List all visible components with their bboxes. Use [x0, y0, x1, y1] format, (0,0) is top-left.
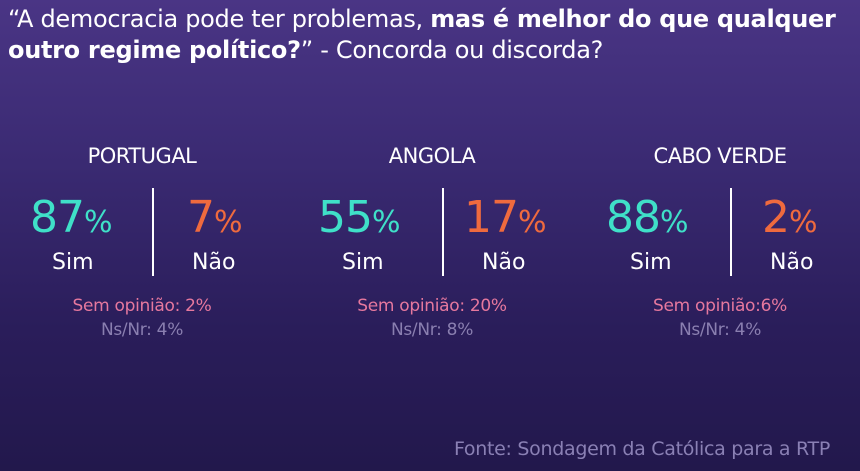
headline-bold: mas é melhor do que qualquer outro regim… [8, 5, 836, 64]
ns-nr: Ns/Nr: 4% [678, 320, 762, 340]
sim-percentage: 87% [30, 192, 112, 243]
sem-opiniao: Sem opinião:6% [653, 296, 787, 316]
country-cabo-verde: CABO VERDE 88% 2% Sim Não Sem opinião:6%… [590, 144, 860, 344]
country-name: CABO VERDE [653, 144, 787, 168]
ns-nr: Ns/Nr: 4% [100, 320, 184, 340]
nao-percentage: 2% [762, 192, 817, 243]
sim-label: Sim [342, 250, 384, 275]
sim-percentage: 88% [606, 192, 688, 243]
nao-percentage: 17% [464, 192, 546, 243]
ns-nr: Ns/Nr: 8% [390, 320, 474, 340]
sim-label: Sim [52, 250, 94, 275]
country-portugal: PORTUGAL 87% 7% Sim Não Sem opinião: 2% … [12, 144, 292, 344]
sem-opiniao: Sem opinião: 20% [357, 296, 507, 316]
nao-label: Não [192, 250, 236, 275]
headline-part1: “A democracia pode ter problemas, [8, 5, 431, 33]
divider [442, 188, 444, 276]
nao-label: Não [482, 250, 526, 275]
divider [152, 188, 154, 276]
headline: “A democracia pode ter problemas, mas é … [8, 4, 848, 66]
sim-label: Sim [630, 250, 672, 275]
country-name: ANGOLA [388, 144, 476, 168]
source-note: Fonte: Sondagem da Católica para a RTP [453, 438, 830, 460]
sem-opiniao: Sem opinião: 2% [72, 296, 212, 316]
country-name: PORTUGAL [87, 144, 197, 168]
sim-percentage: 55% [318, 192, 400, 243]
headline-part3: ” - Concorda ou discorda? [300, 36, 604, 64]
divider [730, 188, 732, 276]
nao-label: Não [770, 250, 814, 275]
nao-percentage: 7% [187, 192, 242, 243]
country-angola: ANGOLA 55% 17% Sim Não Sem opinião: 20% … [302, 144, 582, 344]
